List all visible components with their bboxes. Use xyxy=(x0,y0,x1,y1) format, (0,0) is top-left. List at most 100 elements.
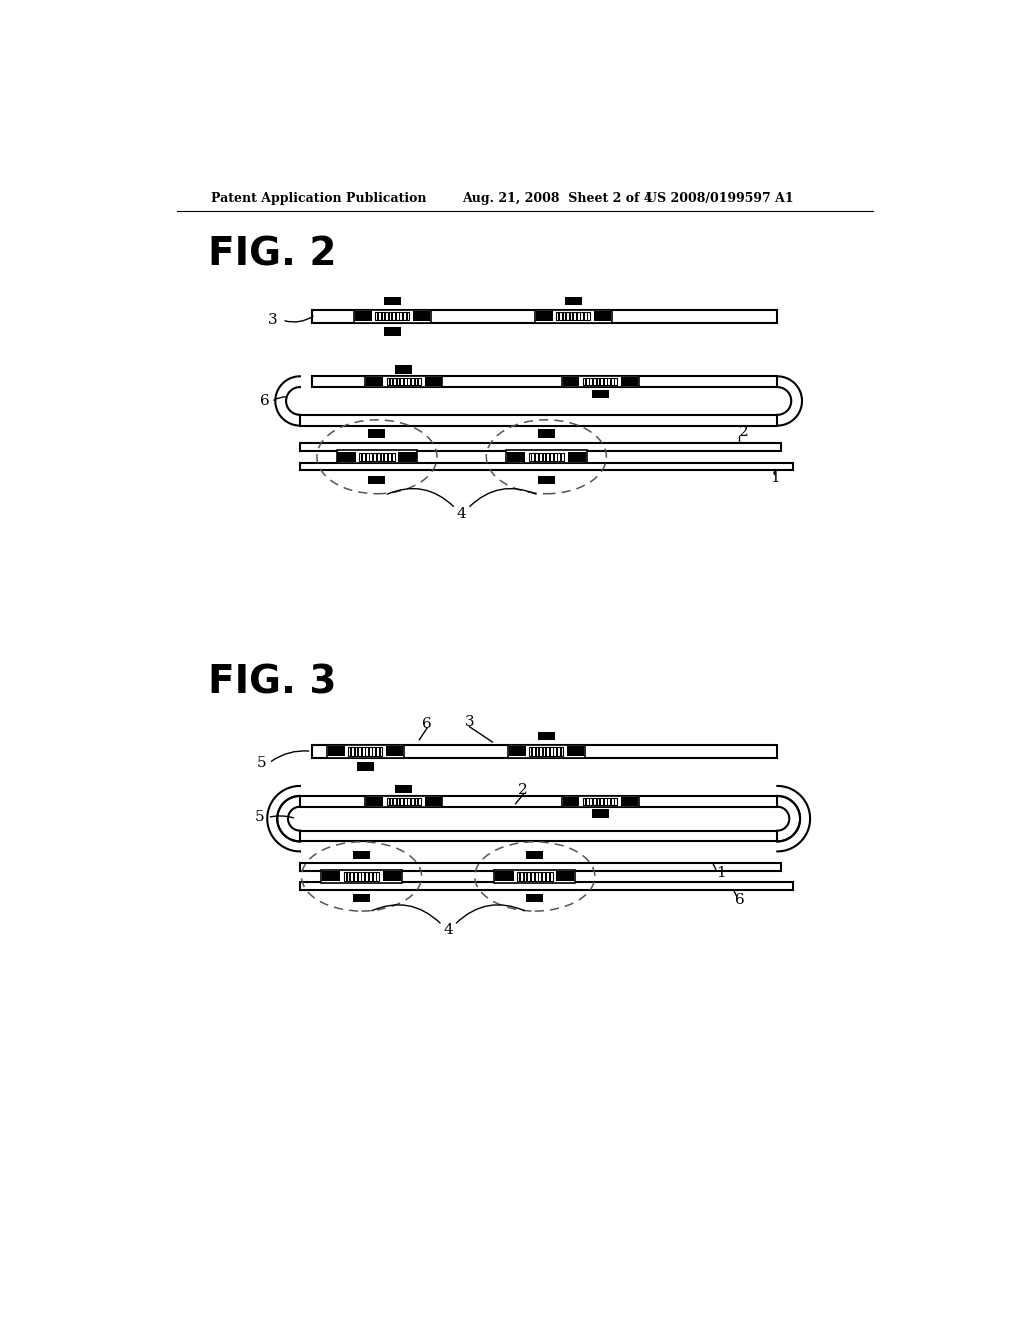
Bar xyxy=(594,312,611,321)
Bar xyxy=(392,379,394,385)
Bar xyxy=(311,310,777,323)
Bar xyxy=(546,453,547,461)
Bar xyxy=(562,797,580,805)
Bar xyxy=(327,744,403,758)
Bar xyxy=(495,870,575,883)
Bar xyxy=(379,747,381,755)
Bar xyxy=(337,450,418,463)
Bar xyxy=(583,312,585,321)
Bar xyxy=(322,871,340,882)
Bar xyxy=(538,475,555,484)
Bar xyxy=(538,453,540,461)
Bar xyxy=(328,746,345,756)
Bar xyxy=(556,871,574,882)
Bar xyxy=(534,873,536,880)
Bar xyxy=(610,379,612,385)
Bar xyxy=(542,747,544,755)
Bar xyxy=(373,453,374,461)
Bar xyxy=(530,453,532,461)
Bar xyxy=(414,379,416,385)
Bar xyxy=(569,312,570,321)
Bar xyxy=(585,379,587,385)
Text: 6: 6 xyxy=(422,717,432,731)
Bar xyxy=(584,797,617,805)
Bar xyxy=(375,747,377,755)
Bar xyxy=(535,310,611,323)
Bar xyxy=(418,797,419,805)
Bar xyxy=(538,429,555,438)
Bar xyxy=(592,797,594,805)
Bar xyxy=(395,312,397,321)
Bar xyxy=(346,873,347,880)
Text: 6: 6 xyxy=(260,393,270,408)
Bar xyxy=(311,376,777,387)
Bar xyxy=(562,312,563,321)
Bar xyxy=(391,312,393,321)
Bar xyxy=(606,379,608,385)
Bar xyxy=(366,796,442,807)
Bar xyxy=(357,747,359,755)
Bar xyxy=(391,453,393,461)
Bar xyxy=(557,453,558,461)
Bar xyxy=(599,379,601,385)
Text: 4: 4 xyxy=(457,507,467,521)
Text: 5: 5 xyxy=(257,756,266,770)
Bar xyxy=(398,312,400,321)
Bar xyxy=(587,312,589,321)
Bar xyxy=(539,747,540,755)
Bar xyxy=(396,797,397,805)
Bar xyxy=(300,882,793,890)
Text: 1: 1 xyxy=(770,471,779,484)
Bar xyxy=(353,850,370,859)
Bar xyxy=(353,894,370,903)
Bar xyxy=(572,312,574,321)
Bar xyxy=(529,747,563,755)
Bar xyxy=(538,873,540,880)
Bar xyxy=(350,747,352,755)
Bar xyxy=(589,379,591,385)
Bar xyxy=(300,414,777,425)
Bar xyxy=(580,312,582,321)
Bar xyxy=(365,873,367,880)
Bar xyxy=(556,312,590,321)
Bar xyxy=(496,871,514,882)
Bar xyxy=(508,744,585,758)
Bar xyxy=(367,378,383,385)
Bar xyxy=(406,312,408,321)
Bar xyxy=(407,797,409,805)
Bar xyxy=(621,378,638,385)
Bar xyxy=(344,873,379,880)
Bar xyxy=(300,444,781,451)
Bar xyxy=(384,312,386,321)
Bar xyxy=(368,873,370,880)
Text: FIG. 2: FIG. 2 xyxy=(208,236,336,273)
Bar xyxy=(414,797,416,805)
Bar xyxy=(418,379,419,385)
Bar xyxy=(403,797,404,805)
Bar xyxy=(546,747,547,755)
Bar xyxy=(596,379,598,385)
Bar xyxy=(553,453,555,461)
Bar xyxy=(584,379,617,385)
Bar xyxy=(509,746,525,756)
Bar xyxy=(558,312,560,321)
Bar xyxy=(388,312,390,321)
Bar xyxy=(411,379,412,385)
Bar xyxy=(360,747,362,755)
Bar xyxy=(531,747,532,755)
Text: 2: 2 xyxy=(739,425,749,438)
Bar xyxy=(560,747,561,755)
Bar xyxy=(384,327,400,335)
Bar xyxy=(337,451,355,462)
Bar xyxy=(360,873,362,880)
Bar xyxy=(349,873,351,880)
Text: FIG. 3: FIG. 3 xyxy=(208,663,336,701)
Text: Aug. 21, 2008  Sheet 2 of 4: Aug. 21, 2008 Sheet 2 of 4 xyxy=(462,191,652,205)
Bar xyxy=(560,453,562,461)
Bar xyxy=(565,297,582,305)
Bar xyxy=(613,797,615,805)
Bar xyxy=(553,747,554,755)
Bar xyxy=(354,747,355,755)
Bar xyxy=(392,797,394,805)
Text: US 2008/0199597 A1: US 2008/0199597 A1 xyxy=(646,191,794,205)
